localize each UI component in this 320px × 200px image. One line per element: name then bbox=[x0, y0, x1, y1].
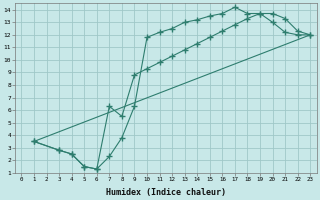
X-axis label: Humidex (Indice chaleur): Humidex (Indice chaleur) bbox=[106, 188, 226, 197]
